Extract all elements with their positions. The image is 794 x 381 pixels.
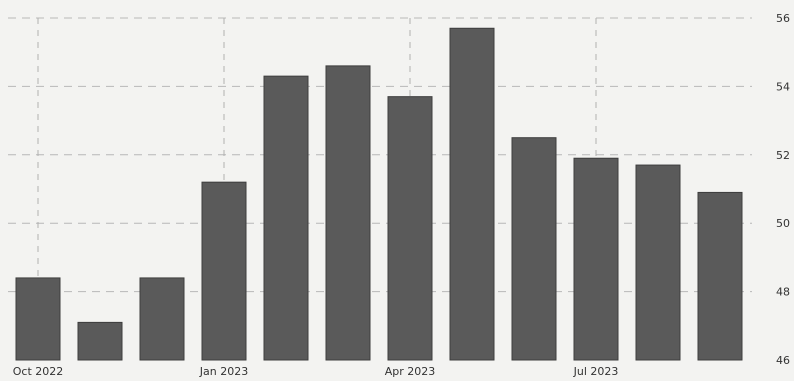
bar-may-2023: [449, 27, 495, 361]
y-tick-label: 54: [776, 80, 790, 93]
y-tick-label: 52: [776, 149, 790, 162]
x-tick-label: Apr 2023: [385, 365, 436, 378]
bar-jun-2023: [511, 137, 557, 361]
bar-mar-2023: [325, 65, 371, 361]
bar-dec-2022: [139, 277, 185, 361]
y-tick-label: 56: [776, 12, 790, 25]
y-tick-label: 46: [776, 354, 790, 367]
y-tick-label: 48: [776, 286, 790, 299]
x-tick-label: Jul 2023: [573, 365, 619, 378]
bar-feb-2023: [263, 75, 309, 361]
x-axis-ticks: Oct 2022 Jan 2023 Apr 2023 Jul 2023: [13, 365, 619, 378]
y-axis-ticks: 46 48 50 52 54 56: [776, 12, 790, 367]
bar-oct-2022: [15, 277, 61, 361]
bar-nov-2022: [77, 321, 123, 361]
bar-jul-2023: [573, 157, 619, 361]
bars-layer: [15, 27, 743, 361]
x-tick-label: Jan 2023: [199, 365, 248, 378]
y-tick-label: 50: [776, 217, 790, 230]
bar-sep-2023: [697, 191, 743, 361]
x-tick-label: Oct 2022: [13, 365, 64, 378]
bar-jan-2023: [201, 181, 247, 361]
bar-apr-2023: [387, 96, 433, 361]
bar-aug-2023: [635, 164, 681, 361]
